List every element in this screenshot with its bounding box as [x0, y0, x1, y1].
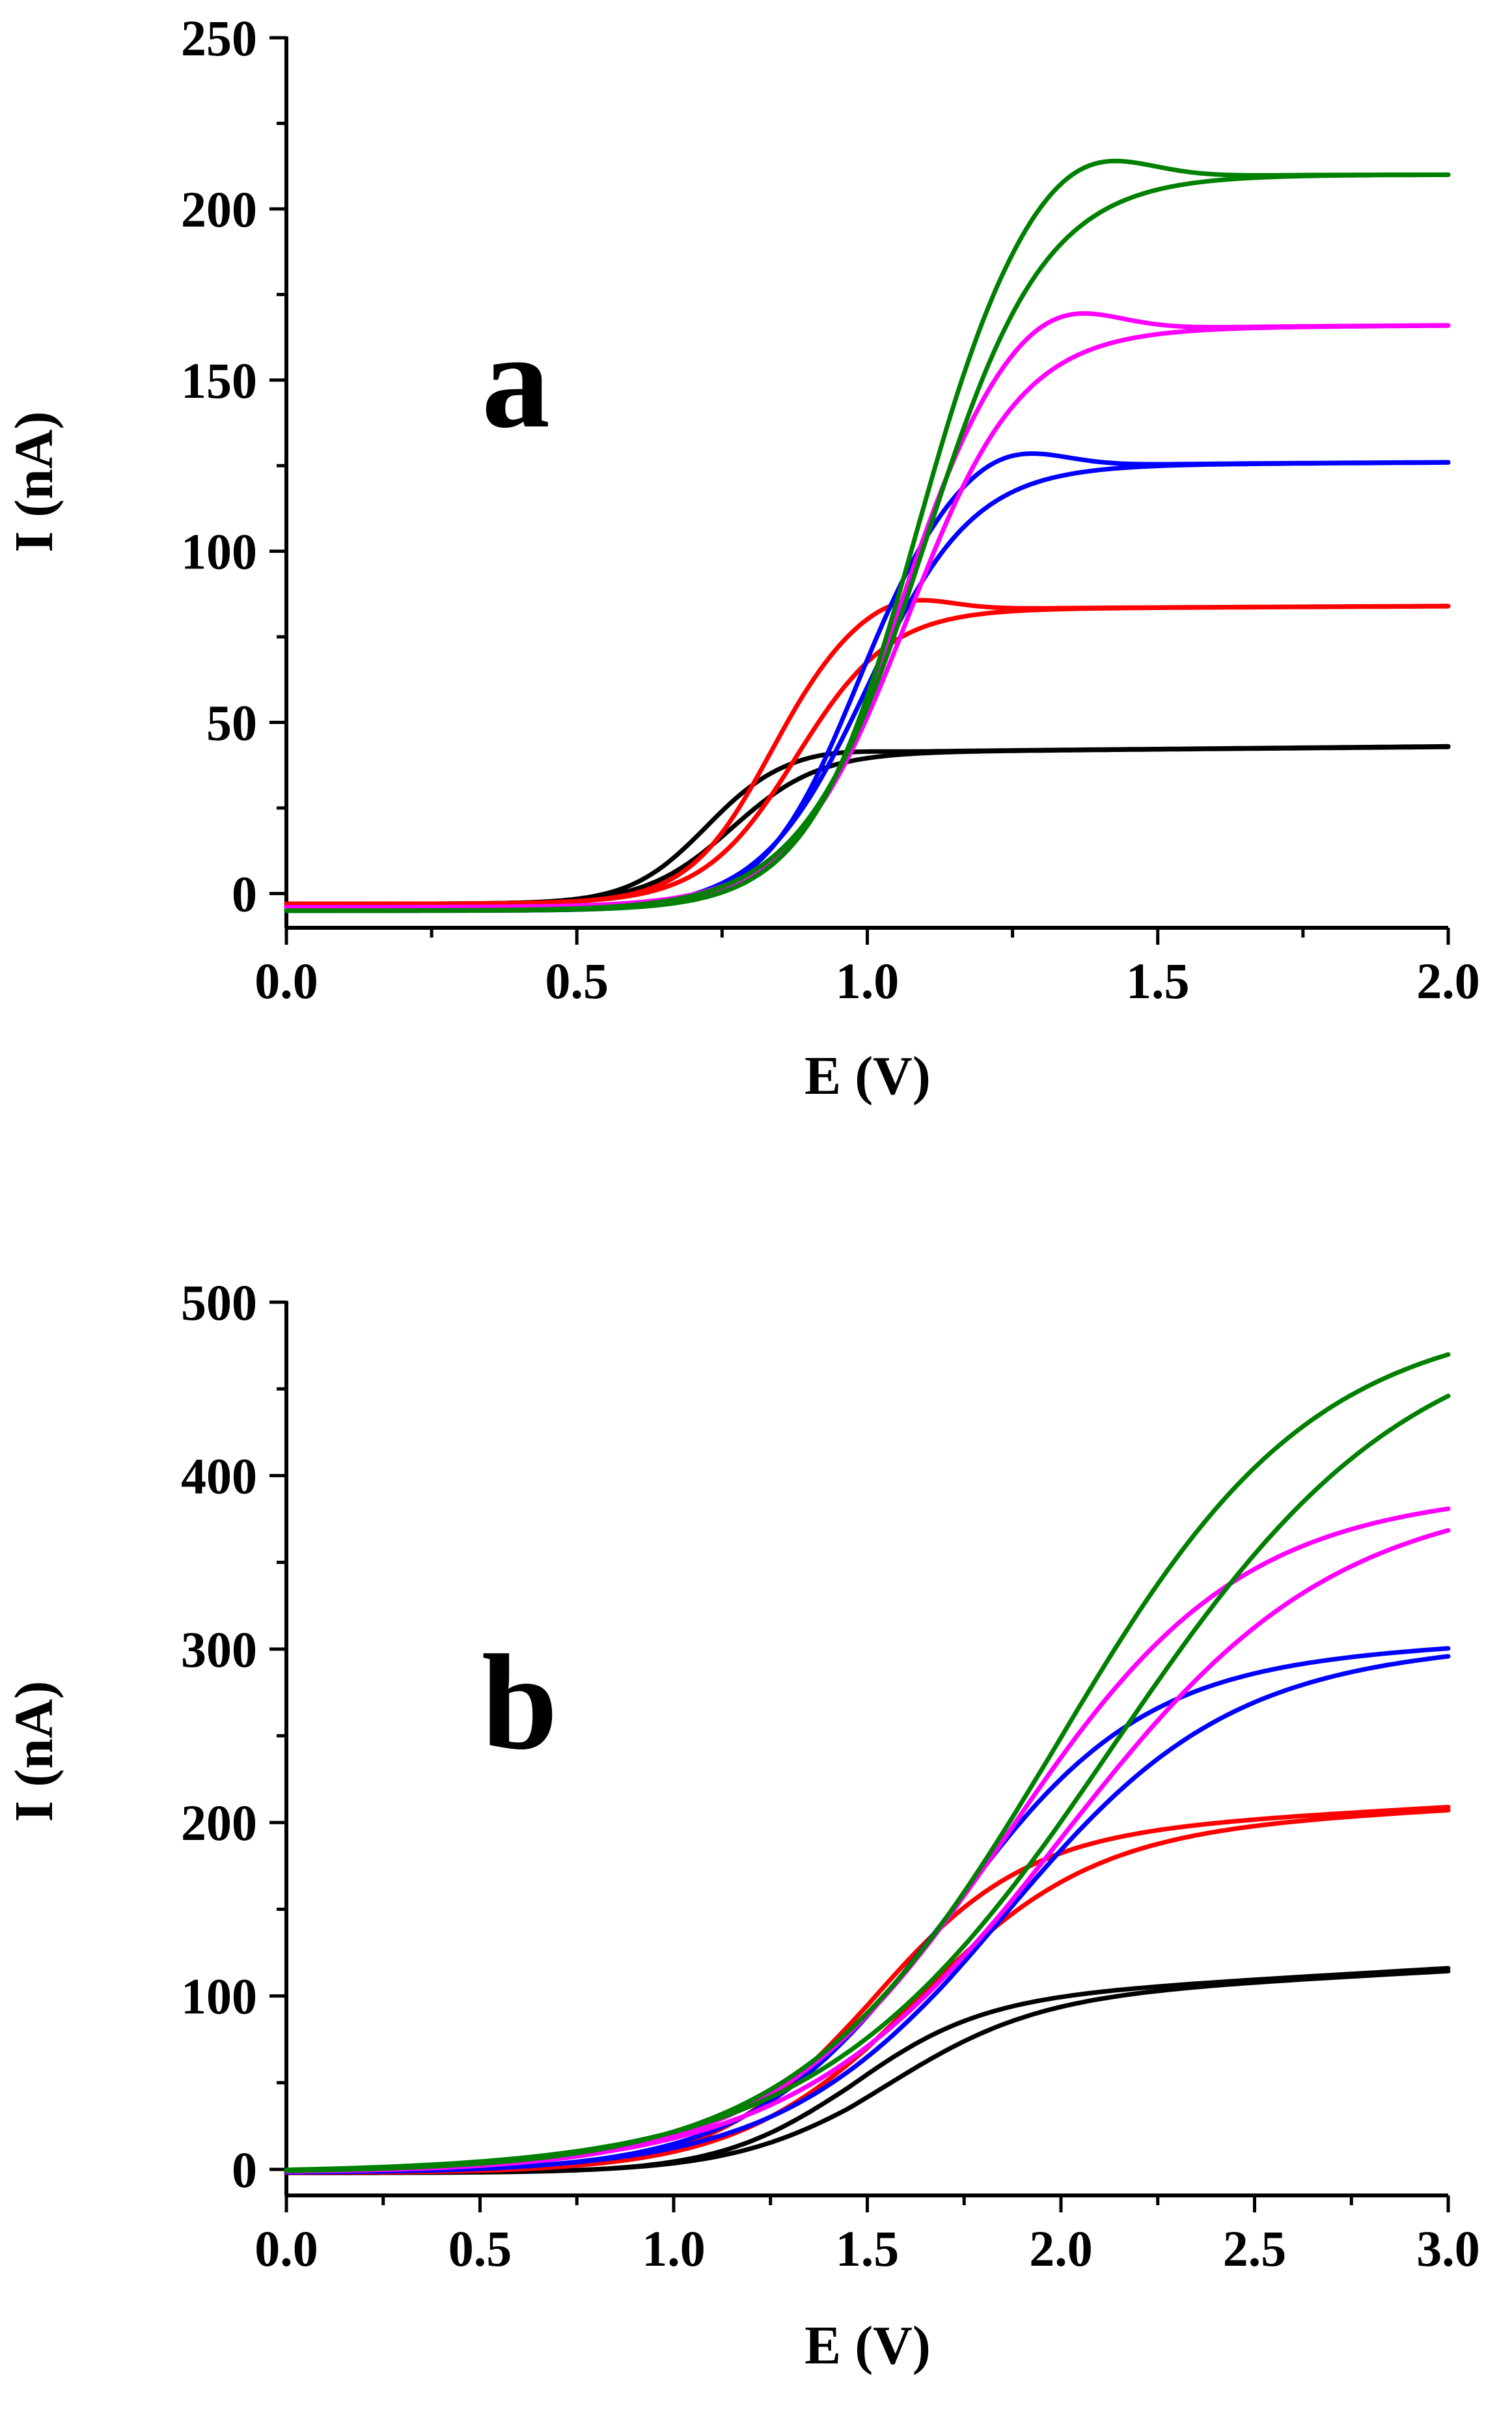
series-red-forward-sweep — [284, 1805, 1451, 2175]
y-tick-label: 300 — [181, 1621, 257, 1678]
series-red-reverse-sweep — [284, 604, 1451, 906]
x-tick-label: 0.0 — [254, 953, 318, 1009]
y-tick-label: 50 — [206, 695, 257, 751]
x-tick-label: 1.0 — [642, 2220, 706, 2277]
y-tick-label: 500 — [181, 1274, 257, 1331]
y-tick-label: 0 — [232, 2141, 257, 2198]
x-tick-label: 1.5 — [1126, 953, 1190, 1009]
series-blue-reverse-sweep — [284, 1654, 1451, 2175]
y-tick-label: 400 — [181, 1447, 257, 1504]
x-axis-title: E (V) — [804, 2315, 931, 2376]
panel-a: 0.0 0.5 1.0 1.5 2.0 0 50 100 150 200 250 E (V) I (nA… — [4, 10, 1480, 1106]
series-green-reverse-sweep — [284, 1393, 1451, 2173]
x-tick-label: 0.5 — [448, 2220, 512, 2277]
series-black-forward-sweep — [284, 1966, 1451, 2175]
y-tick-label: 100 — [181, 523, 257, 580]
x-tick-label: 0.0 — [254, 2220, 318, 2277]
x-tick-label: 1.0 — [836, 953, 900, 1009]
panel-b: 0.0 0.5 1.0 1.5 2.0 2.5 3.0 0 100 200 300 400 500 E (… — [4, 1274, 1480, 2376]
x-tick-label: 1.5 — [836, 2220, 900, 2277]
x-tick-label: 2.0 — [1416, 953, 1480, 1009]
series-magenta-forward-sweep — [284, 311, 1451, 910]
x-tick-label: 3.0 — [1416, 2220, 1480, 2277]
series-black-reverse-sweep — [284, 744, 1451, 906]
series-green-reverse-sweep — [284, 173, 1451, 913]
series-green-forward-sweep — [284, 158, 1451, 913]
x-axis-title: E (V) — [804, 1046, 931, 1106]
y-tick-label: 0 — [232, 865, 257, 922]
x-tick-label: 2.5 — [1223, 2220, 1287, 2277]
y-tick-label: 250 — [181, 10, 257, 66]
y-axis-title: I (nA) — [4, 1680, 64, 1822]
y-tick-label: 150 — [181, 352, 257, 409]
y-axis-title: I (nA) — [4, 411, 64, 552]
series-blue-forward-sweep — [284, 1646, 1451, 2175]
x-tick-label: 0.5 — [545, 953, 609, 1009]
panel-letter: a — [482, 305, 550, 456]
panel-letter: b — [482, 1627, 558, 1778]
series-blue-reverse-sweep — [284, 460, 1451, 913]
y-tick-label: 200 — [181, 1794, 257, 1851]
x-tick-label: 2.0 — [1029, 2220, 1093, 2277]
series-magenta-reverse-sweep — [284, 323, 1451, 910]
y-tick-label: 200 — [181, 181, 257, 238]
y-tick-label: 100 — [181, 1968, 257, 2025]
series-red-reverse-sweep — [284, 1807, 1451, 2175]
series-black-forward-sweep — [284, 744, 1451, 906]
